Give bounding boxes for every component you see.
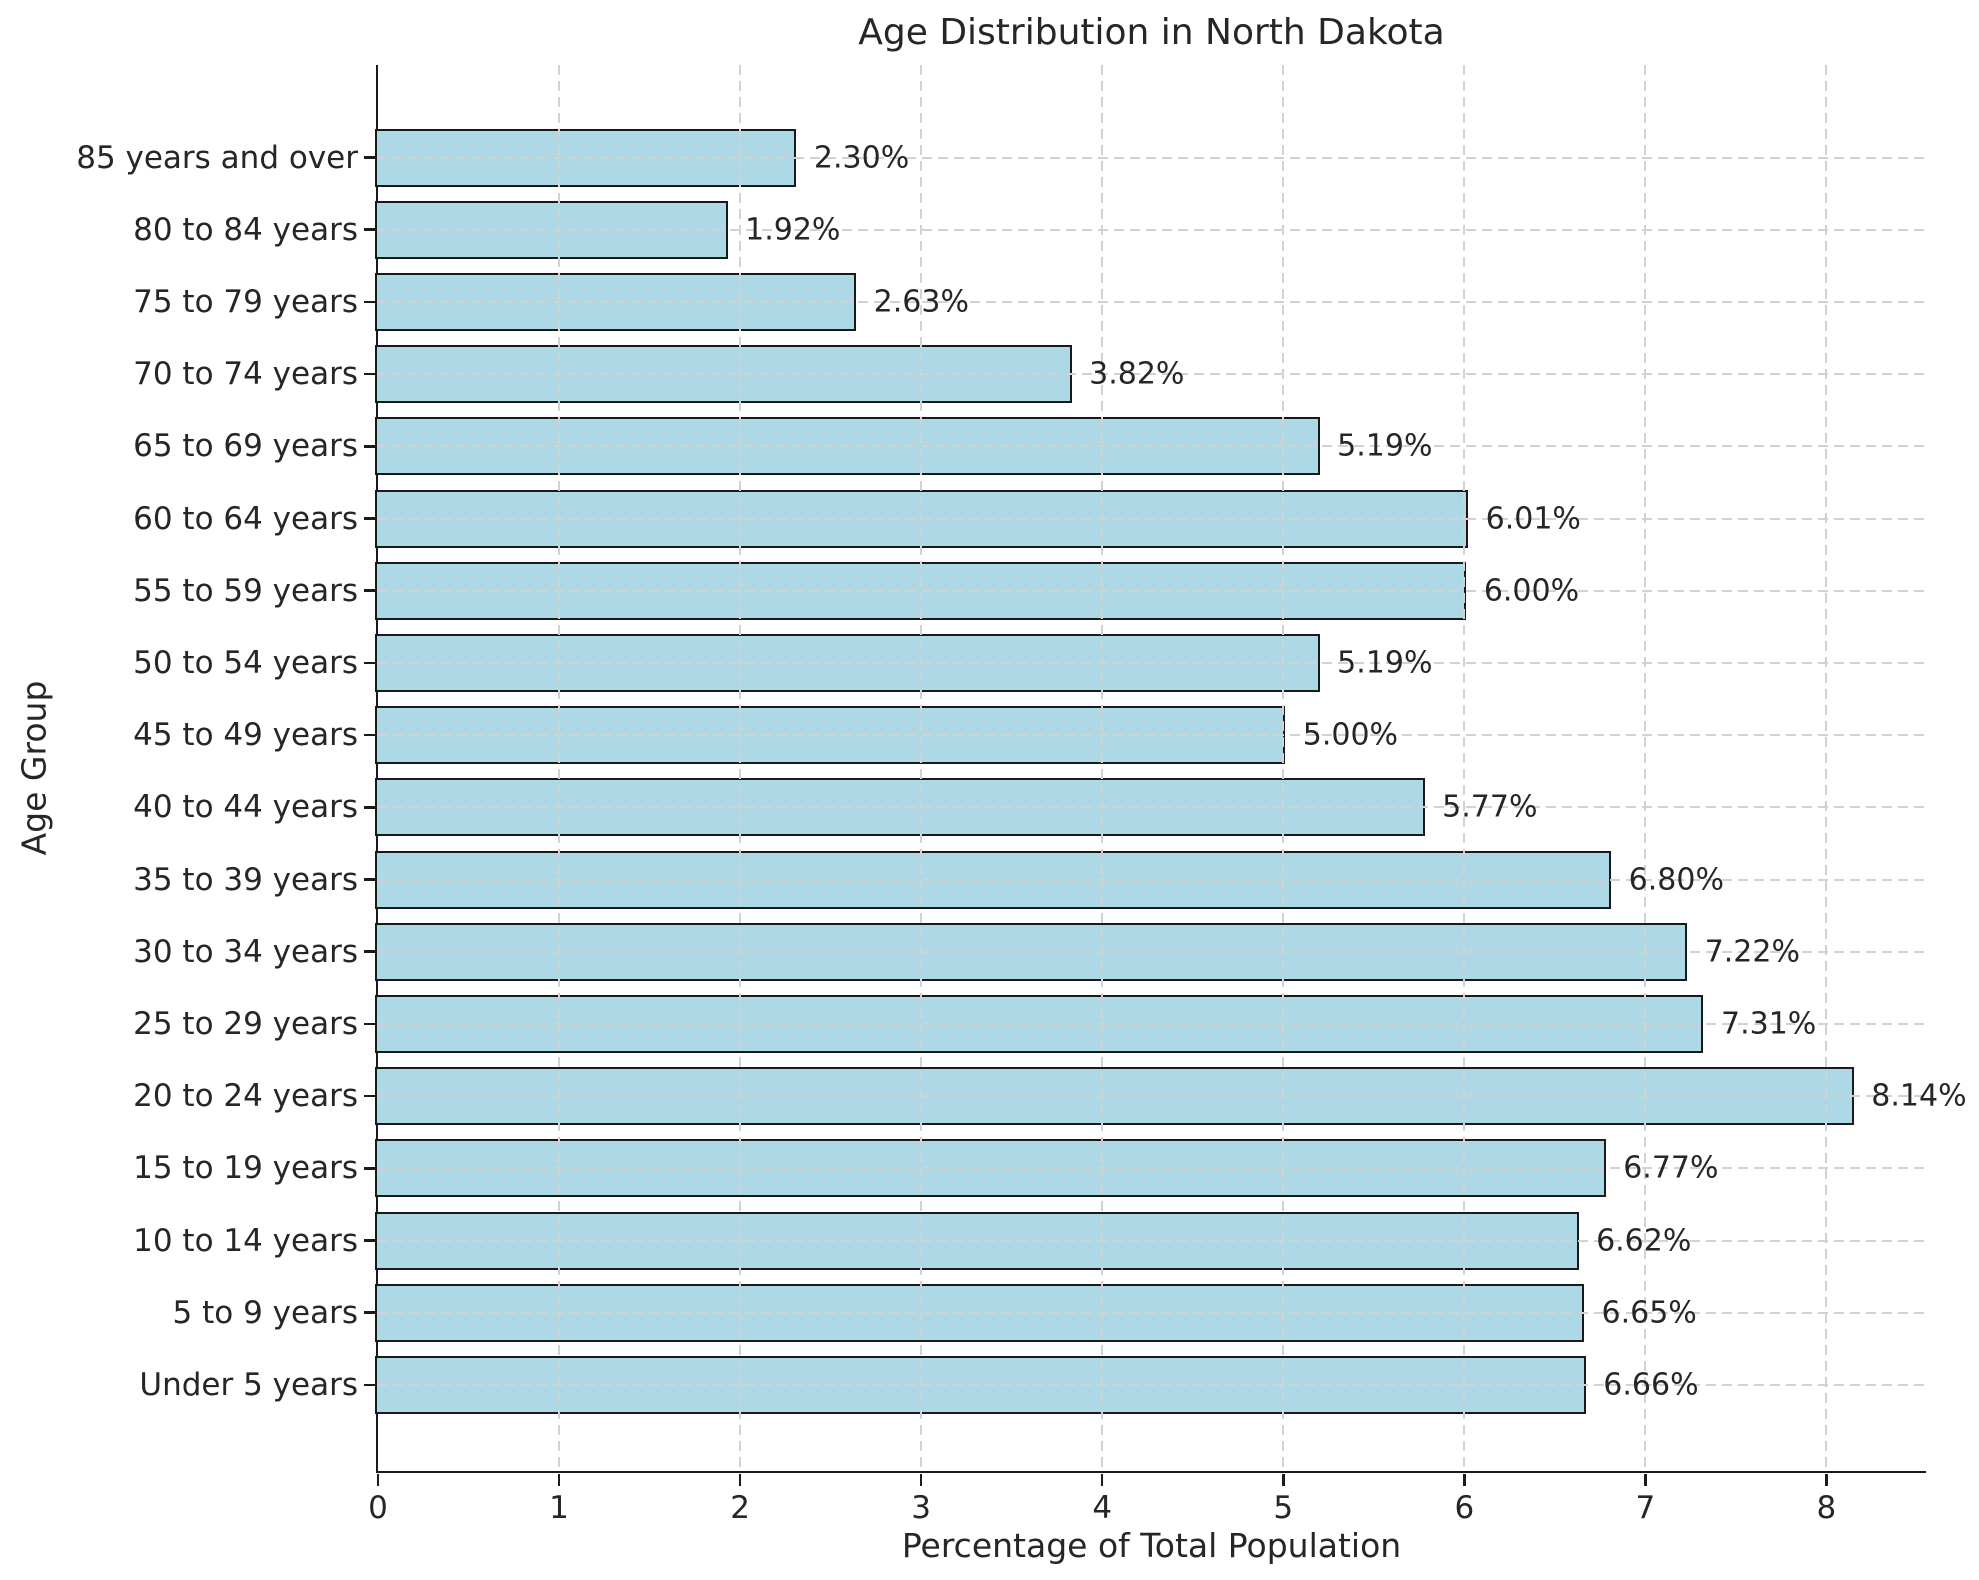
y-tick-label: 75 to 79 years [133, 283, 358, 320]
y-tick-mark [363, 300, 376, 304]
y-tick-mark [363, 589, 376, 592]
bar-value-label: 5.19% [1337, 645, 1433, 681]
x-tick-label: 5 [1273, 1490, 1294, 1526]
x-tick-label: 2 [730, 1490, 750, 1526]
x-tick-mark [1282, 1473, 1285, 1486]
y-tick-label: 70 to 74 years [133, 356, 358, 393]
y-tick-mark [363, 228, 376, 231]
x-tick-mark [376, 1473, 380, 1486]
bar-value-label: 3.82% [1089, 356, 1185, 392]
bar-value-label: 2.30% [813, 140, 910, 175]
bar-value-label: 6.62% [1596, 1223, 1692, 1258]
bar-value-label: 5.77% [1442, 789, 1538, 825]
bar-value-label: 6.77% [1623, 1150, 1719, 1186]
bar-value-label: 6.65% [1601, 1295, 1697, 1331]
y-tick-label: 85 years and over [76, 139, 358, 176]
bar-value-label: 2.63% [873, 284, 969, 320]
y-tick-mark [363, 1022, 376, 1026]
x-tick-label: 8 [1816, 1490, 1837, 1526]
y-tick-label: 35 to 39 years [133, 861, 358, 898]
bar-value-label: 8.14% [1871, 1078, 1967, 1114]
bar-value-label: 6.01% [1485, 501, 1581, 536]
y-tick-label: 80 to 84 years [133, 211, 358, 248]
y-tick-mark [363, 806, 376, 809]
x-tick-label: 4 [1092, 1490, 1113, 1526]
y-tick-mark [363, 878, 376, 881]
x-tick-mark [1644, 1473, 1647, 1486]
x-tick-mark [1463, 1473, 1466, 1486]
y-tick-label: Under 5 years [139, 1366, 358, 1403]
y-tick-label: 65 to 69 years [133, 428, 358, 465]
y-tick-label: 30 to 34 years [133, 933, 358, 970]
x-tick-label: 1 [549, 1490, 569, 1526]
y-tick-label: 45 to 49 years [133, 717, 358, 754]
y-tick-label: 60 to 64 years [133, 500, 358, 537]
y-tick-label: 25 to 29 years [133, 1005, 358, 1042]
x-tick-label: 7 [1635, 1490, 1656, 1526]
bar-value-label: 5.00% [1302, 717, 1399, 753]
y-tick-mark [363, 517, 376, 520]
x-tick-label: 0 [368, 1490, 388, 1526]
y-tick-mark [363, 445, 376, 448]
y-tick-label: 40 to 44 years [133, 789, 358, 826]
bar-value-label: 6.66% [1603, 1367, 1699, 1403]
bar-value-label: 7.22% [1704, 934, 1800, 970]
y-tick-mark [363, 372, 376, 376]
y-tick-mark [363, 1311, 376, 1314]
value-labels-layer: 2.30% 1.92% 2.63% 3.82% 5.19% 6.01% 6.00% 5.19%… [378, 65, 1966, 1471]
y-tick-mark [363, 1383, 376, 1387]
y-tick-mark [363, 661, 376, 665]
y-tick-mark [363, 733, 376, 737]
y-tick-mark [363, 1167, 376, 1170]
y-tick-label: 50 to 54 years [133, 644, 358, 681]
y-tick-mark [363, 1239, 376, 1242]
bar-value-label: 1.92% [745, 212, 841, 248]
y-tick-label: 5 to 9 years [172, 1294, 358, 1331]
y-tick-mark [363, 156, 376, 159]
y-tick-label: 10 to 14 years [133, 1222, 358, 1259]
plot-area: 2.30% 1.92% 2.63% 3.82% 5.19% 6.01% 6.00% 5.19%… [375, 65, 1967, 1473]
y-tick-label: 20 to 24 years [133, 1078, 358, 1115]
chart-title: Age Distribution in North Dakota [858, 12, 1445, 53]
x-tick-mark [919, 1473, 923, 1486]
x-tick-mark [738, 1473, 742, 1486]
y-tick-mark [363, 1094, 376, 1098]
x-tick-label: 6 [1454, 1490, 1475, 1526]
y-axis-label: Age Group [14, 680, 54, 856]
x-tick-label: 3 [911, 1490, 932, 1526]
y-tick-label: 55 to 59 years [133, 572, 358, 609]
bar-value-label: 5.19% [1337, 428, 1433, 464]
x-tick-mark [1825, 1473, 1828, 1486]
bar-value-label: 6.00% [1483, 573, 1580, 609]
y-tick-mark [363, 950, 376, 953]
y-tick-label: 15 to 19 years [133, 1150, 358, 1187]
x-tick-mark [557, 1473, 561, 1486]
x-tick-mark [1100, 1473, 1104, 1486]
x-axis-label: Percentage of Total Population [901, 1526, 1402, 1565]
bar-value-label: 6.80% [1628, 862, 1724, 897]
bar-value-label: 7.31% [1720, 1006, 1817, 1042]
